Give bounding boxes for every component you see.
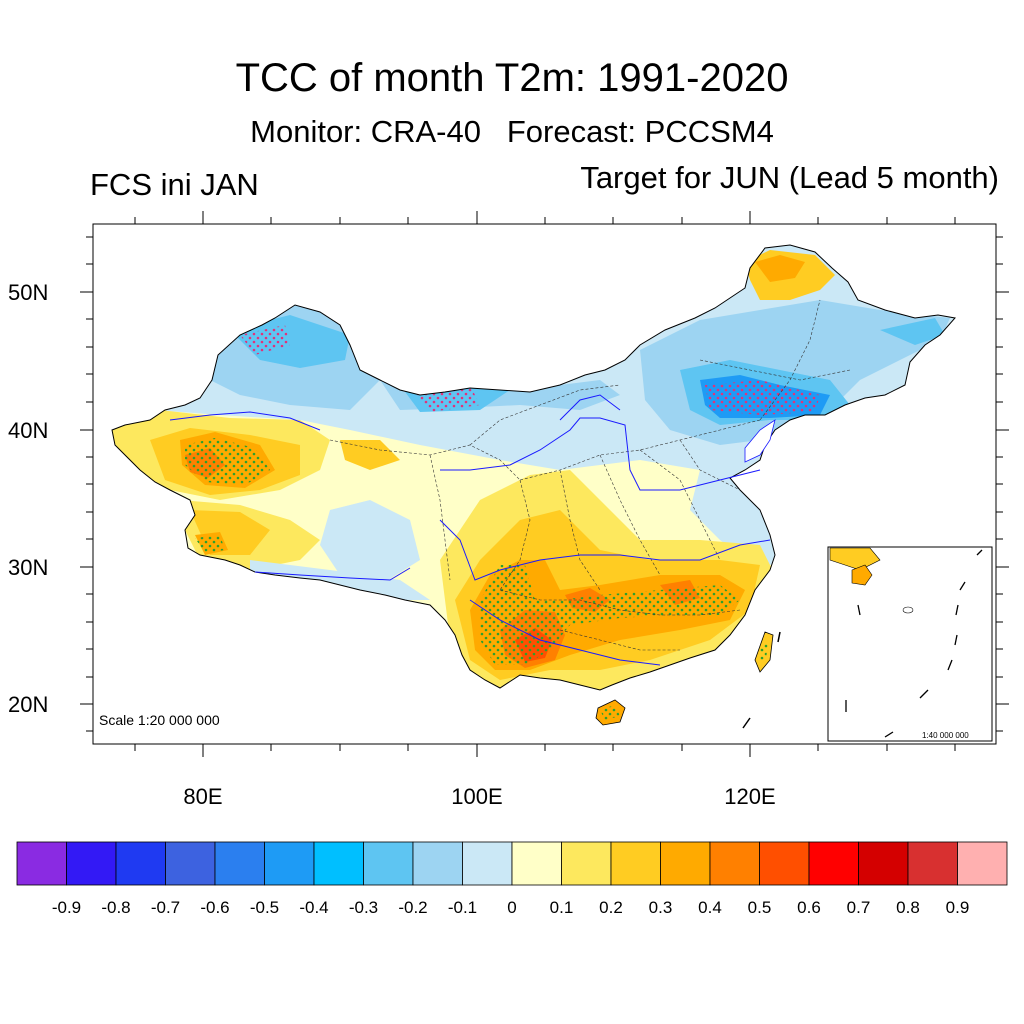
colorbar-tick-label: -0.5 <box>250 898 279 917</box>
colorbar-tick-label: 0 <box>507 898 516 917</box>
colorbar-tick-label: 0.3 <box>649 898 673 917</box>
colorbar-swatch <box>363 841 414 886</box>
province-boundaries <box>329 299 851 651</box>
colorbar-swatch <box>165 841 216 886</box>
lon-label-80e: 80E <box>183 784 222 809</box>
colorbar-swatch <box>115 841 166 886</box>
china-boundary <box>111 244 956 691</box>
colorbar-swatch <box>16 841 67 886</box>
colorbar-swatch <box>264 841 315 886</box>
colorbar-swatch <box>66 841 117 886</box>
colorbar-swatch <box>808 841 859 886</box>
south-sea-dashes <box>742 631 781 729</box>
lon-label-100e: 100E <box>451 784 502 809</box>
colorbar-tick-label: -0.4 <box>299 898 328 917</box>
colorbar-tick-label: 0.1 <box>550 898 574 917</box>
lat-label-50n: 50N <box>8 280 48 305</box>
chart-subtitle: Monitor: CRA-40 Forecast: PCCSM4 <box>250 114 774 149</box>
colorbar-tick-label: -0.9 <box>52 898 81 917</box>
colorbar-tick-label: -0.6 <box>200 898 229 917</box>
colorbar-swatch <box>858 841 909 886</box>
init-label: FCS ini JAN <box>90 167 259 202</box>
colorbar-swatch <box>907 841 958 886</box>
colorbar-labels: -0.9 -0.8 -0.7 -0.6 -0.5 -0.4 -0.3 -0.2 -0.1 0 0.1… <box>52 898 969 917</box>
colorbar-tick-label: -0.2 <box>398 898 427 917</box>
colorbar-tick-label: 0.8 <box>896 898 920 917</box>
target-label: Target for JUN (Lead 5 month) <box>580 160 999 195</box>
colorbar-tick-label: 0.2 <box>599 898 623 917</box>
colorbar-tick-label: -0.3 <box>349 898 378 917</box>
inset-scale-label: 1:40 000 000 <box>922 731 969 740</box>
colorbar-swatch <box>313 841 364 886</box>
colorbar-tick-label: 0.7 <box>847 898 871 917</box>
colorbar-swatch <box>462 841 513 886</box>
colorbar-swatch <box>561 841 612 886</box>
colorbar-swatch <box>759 841 810 886</box>
colorbar <box>16 841 1008 886</box>
colorbar-tick-label: -0.1 <box>448 898 477 917</box>
lat-label-20n: 20N <box>8 692 48 717</box>
colorbar-swatch <box>957 841 1008 886</box>
axis-ticks <box>80 211 1009 757</box>
bohai-sea <box>744 419 776 463</box>
rivers <box>169 394 771 666</box>
colorbar-swatch <box>660 841 711 886</box>
colorbar-tick-label: 0.6 <box>797 898 821 917</box>
colorbar-swatch <box>610 841 661 886</box>
colorbar-swatch <box>214 841 265 886</box>
inset-map: 1:40 000 000 <box>827 546 993 742</box>
colorbar-tick-label: 0.9 <box>946 898 970 917</box>
colorbar-swatch <box>412 841 463 886</box>
colorbar-tick-label: -0.7 <box>151 898 180 917</box>
chart-title: TCC of month T2m: 1991-2020 <box>235 56 789 100</box>
colorbar-tick-label: -0.8 <box>101 898 130 917</box>
lon-label-120e: 120E <box>724 784 775 809</box>
scale-label: Scale 1:20 000 000 <box>99 712 220 728</box>
colorbar-tick-label: 0.4 <box>698 898 722 917</box>
colorbar-tick-label: 0.5 <box>748 898 772 917</box>
colorbar-swatch <box>511 841 562 886</box>
lat-label-40n: 40N <box>8 418 48 443</box>
colorbar-swatch <box>709 841 760 886</box>
lat-label-30n: 30N <box>8 555 48 580</box>
